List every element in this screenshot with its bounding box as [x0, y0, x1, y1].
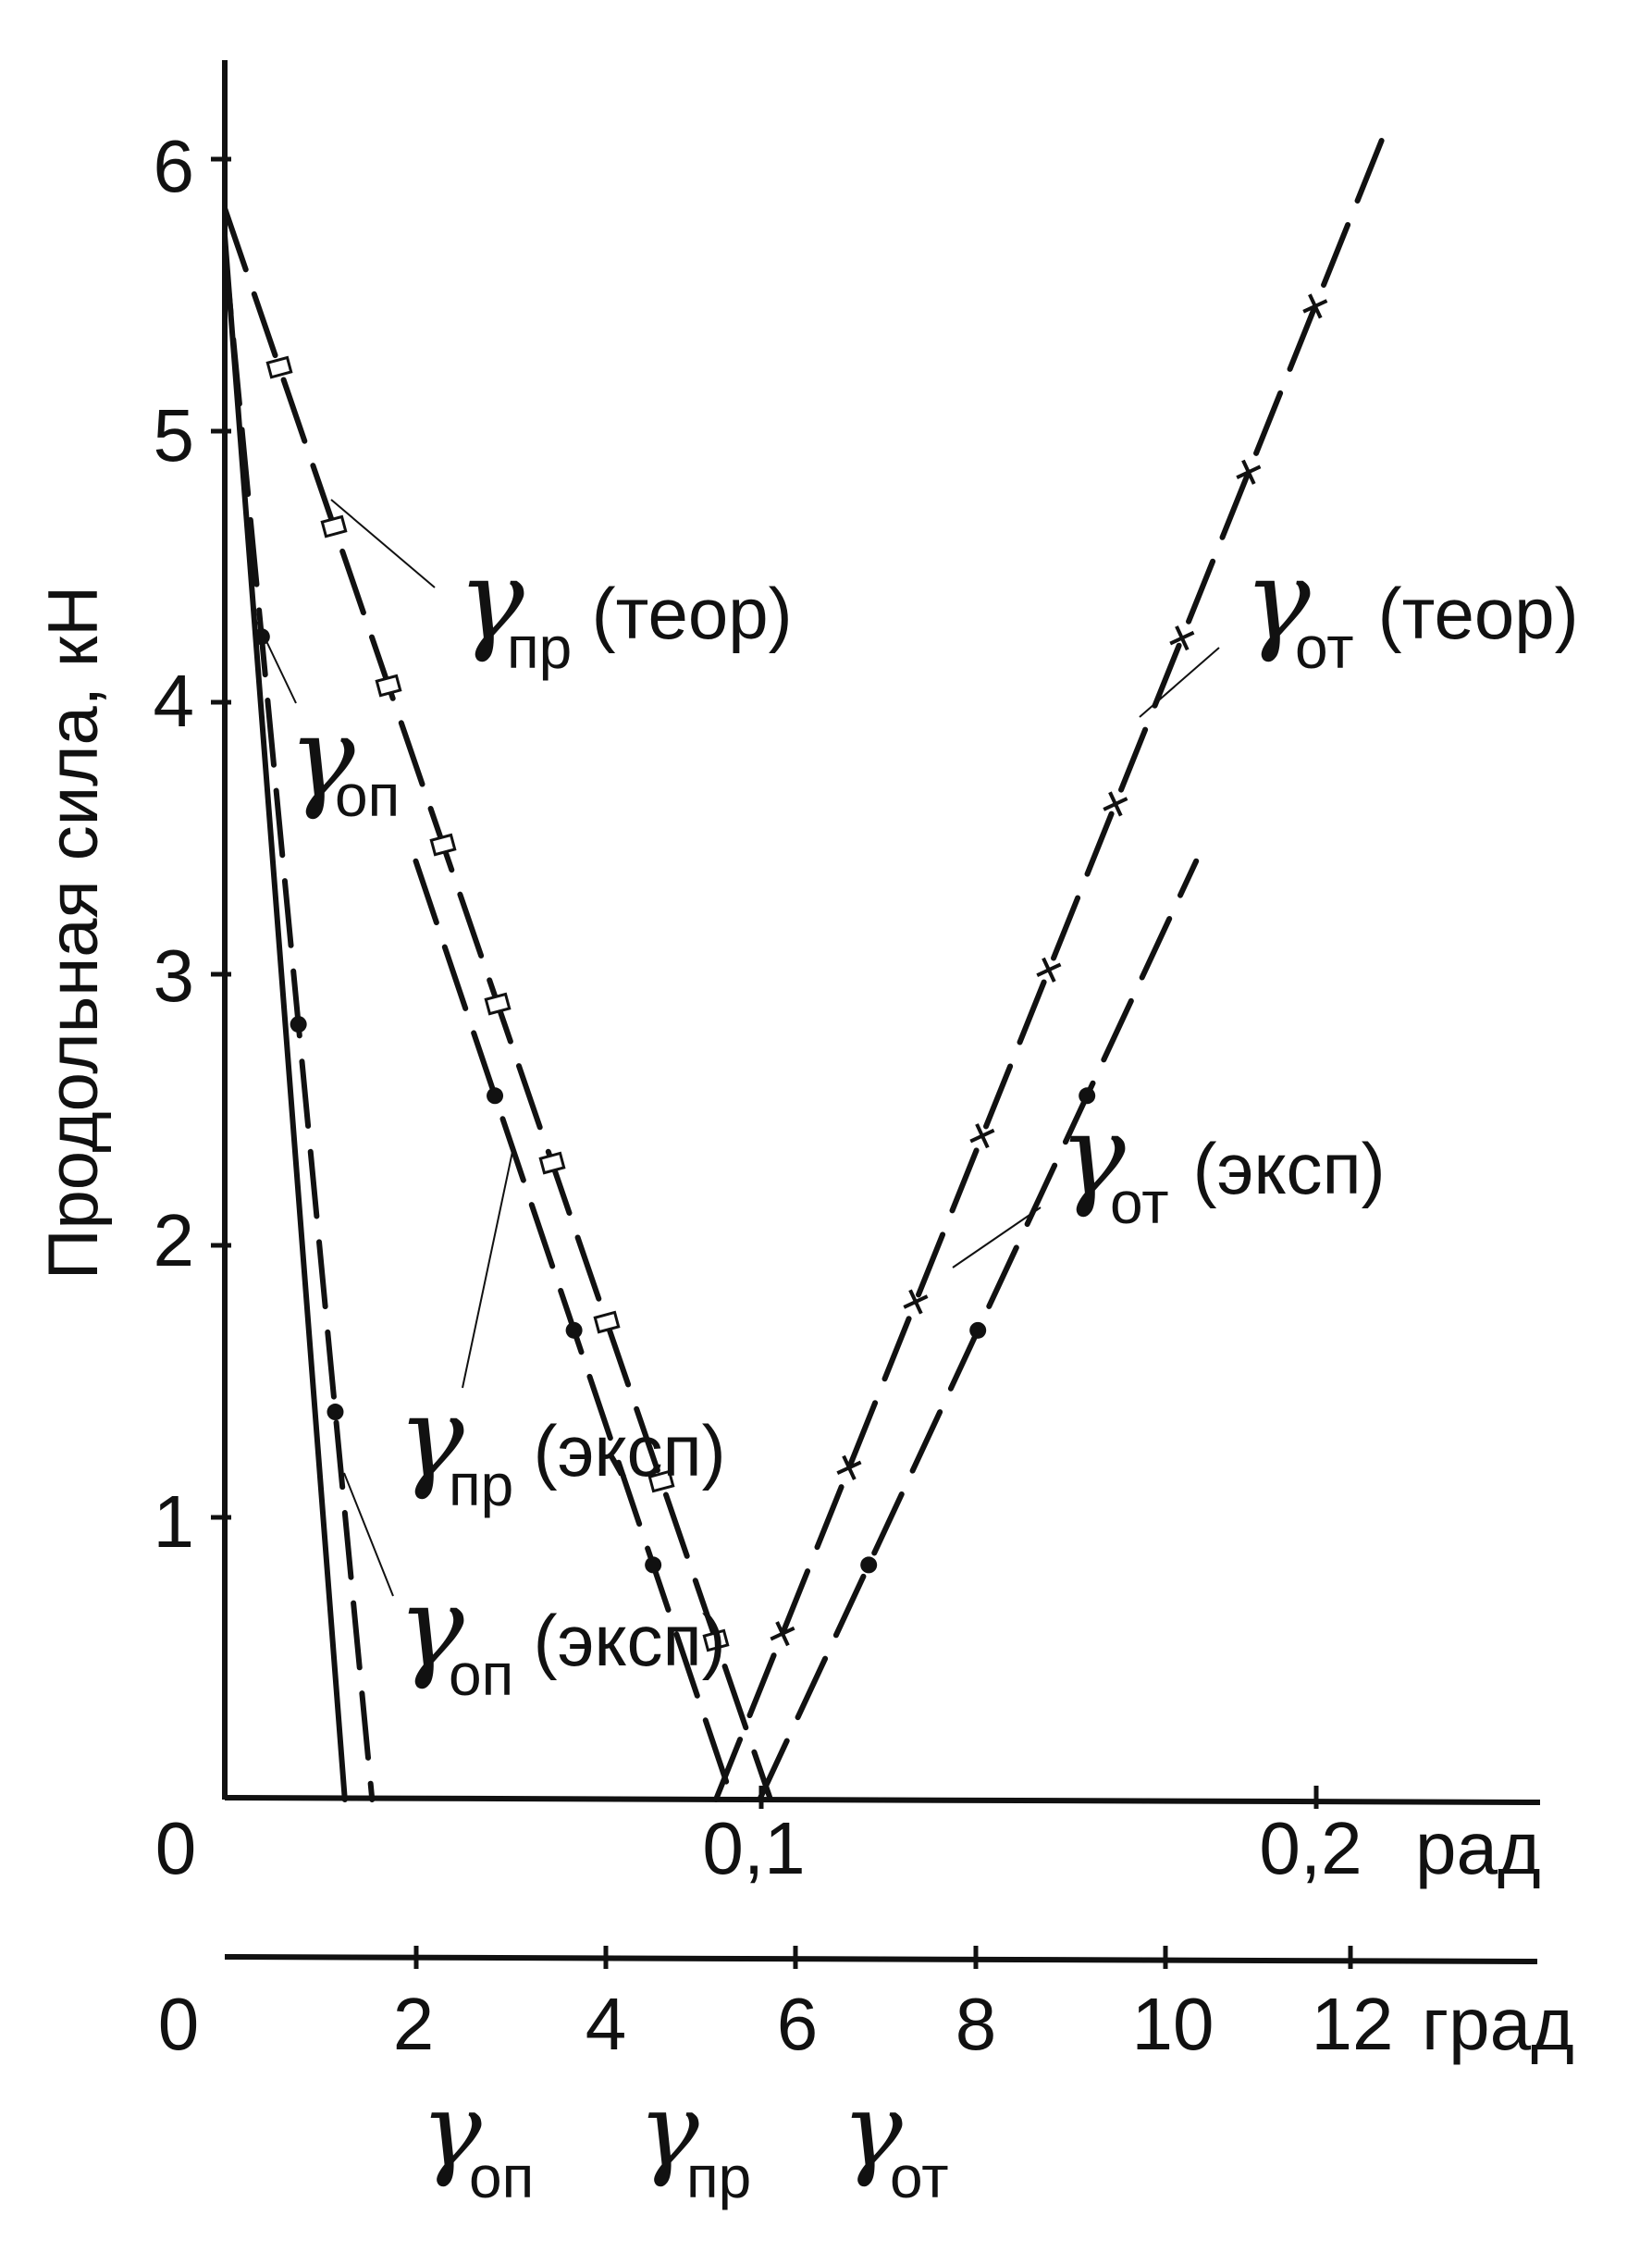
series-marker-1: [290, 1016, 307, 1033]
x-axis-deg: [224, 1954, 1538, 1964]
leader-line: [952, 1206, 1042, 1268]
y-axis-label: Продольная сила, кН: [34, 586, 113, 1280]
label-gamma-pr-eksp: γ пр (эксп): [398, 1374, 726, 1518]
x-deg-tick-label: 8: [955, 1983, 997, 2065]
series-marker-2: [320, 514, 348, 538]
leader-line: [1139, 647, 1220, 718]
label-gamma-op: γ оп: [289, 694, 400, 829]
series-line-4: [713, 137, 1385, 1802]
label-gamma-ot-eksp: γ от (эксп): [1059, 1092, 1386, 1236]
y-tick-label: 4: [154, 660, 195, 742]
y-ticks: 1 2 3 4 5 6: [154, 125, 231, 1563]
series-marker-3: [645, 1556, 662, 1574]
y-tick-label: 6: [154, 125, 195, 207]
leader-line: [330, 499, 436, 588]
series-marker-2: [375, 674, 402, 698]
x-deg-ticks: 0 2 4 6 8 10 12 град: [158, 1946, 1574, 2065]
x-deg-tick-label: 12: [1312, 1983, 1394, 2065]
series-marker-2: [538, 1151, 566, 1175]
bottom-symbol-sub: оп: [469, 2144, 534, 2210]
leader-line: [462, 1146, 514, 1389]
series-marker-4: [1236, 459, 1262, 485]
y-tick-label: 1: [154, 1480, 195, 1563]
series-marker-3: [487, 1087, 504, 1105]
series-layer: [222, 137, 1385, 1802]
x-rad-tick-label: 0: [155, 1807, 197, 1889]
series-label-suffix: (эксп): [513, 1410, 726, 1491]
series-marker-4: [770, 1621, 795, 1647]
series-marker-5: [1079, 1087, 1096, 1105]
series-line-0: [222, 232, 348, 1802]
leader-line: [343, 1472, 394, 1597]
x-deg-tick-label: 4: [586, 1983, 627, 2065]
series-marker-4: [1302, 293, 1328, 319]
y-tick-label: 5: [154, 394, 195, 476]
series-label-gamma: γ: [458, 537, 524, 665]
series-marker-5: [969, 1321, 987, 1339]
x-deg-tick-label: 2: [393, 1983, 435, 2065]
bottom-symbol-op: γ оп: [421, 2071, 534, 2210]
x-axis-rad: [224, 1795, 1541, 1805]
y-tick-label: 2: [154, 1199, 195, 1281]
label-gamma-pr-teor: γ пр (теор): [458, 537, 793, 681]
bottom-symbol-sub: от: [890, 2144, 949, 2210]
series-marker-2: [702, 1628, 730, 1652]
x-rad-ticks: 0 0,1 0,2 рад: [155, 1786, 1541, 1889]
x-deg-unit: град: [1422, 1983, 1574, 2065]
series-marker-2: [484, 992, 512, 1016]
series-marker-4: [1036, 957, 1062, 983]
series-label-gamma: γ: [1059, 1092, 1126, 1220]
leader-line: [256, 621, 297, 704]
x-deg-tick-label: 0: [158, 1983, 200, 2065]
series-marker-4: [836, 1454, 862, 1480]
series-marker-2: [429, 833, 457, 857]
series-label-gamma: γ: [398, 1564, 464, 1692]
series-label-sub: оп: [449, 1641, 513, 1708]
leader-lines: [256, 499, 1220, 1597]
x-rad-tick-label: 0,1: [702, 1807, 805, 1889]
bottom-symbol-gamma: γ: [842, 2071, 903, 2189]
series-marker-5: [860, 1556, 878, 1574]
series-marker-2: [593, 1310, 621, 1334]
series-marker-2: [265, 355, 293, 379]
series-marker-4: [903, 1289, 929, 1315]
series-label-sub: оп: [335, 762, 400, 829]
bottom-symbol-gamma: γ: [421, 2071, 482, 2189]
x-rad-tick-label: 0,2: [1259, 1807, 1362, 1889]
series-label-gamma: γ: [289, 694, 355, 823]
bottom-symbol-gamma: γ: [638, 2071, 699, 2189]
series-label-gamma: γ: [1244, 537, 1311, 665]
x-rad-unit: рад: [1415, 1807, 1541, 1889]
bottom-symbol-ot: γ от: [842, 2071, 949, 2210]
series-label-suffix: (теор): [572, 573, 793, 654]
x-deg-tick-label: 6: [777, 1983, 819, 2065]
series-label-gamma: γ: [398, 1374, 464, 1503]
label-gamma-ot-teor: γ от (теор): [1244, 537, 1579, 681]
series-marker-1: [327, 1404, 344, 1421]
series-label-suffix: (эксп): [1173, 1128, 1386, 1209]
series-label-sub: от: [1295, 614, 1354, 681]
bottom-symbol-pr: γ пр: [638, 2071, 751, 2210]
series-marker-4: [1169, 625, 1195, 651]
series-label-suffix: (теор): [1358, 573, 1579, 654]
series-marker-4: [1103, 791, 1128, 817]
y-tick-label: 3: [154, 934, 195, 1017]
series-marker-3: [565, 1321, 583, 1339]
series-label-sub: пр: [507, 614, 572, 681]
bottom-symbol-sub: пр: [686, 2144, 751, 2210]
series-marker-2: [647, 1469, 675, 1493]
x-deg-tick-label: 10: [1132, 1983, 1214, 2065]
series-label-suffix: (эксп): [513, 1600, 726, 1681]
series-label-sub: от: [1110, 1169, 1169, 1236]
series-label-sub: пр: [449, 1452, 513, 1518]
series-marker-4: [969, 1123, 995, 1149]
label-gamma-op-eksp: γ оп (эксп): [398, 1564, 726, 1708]
